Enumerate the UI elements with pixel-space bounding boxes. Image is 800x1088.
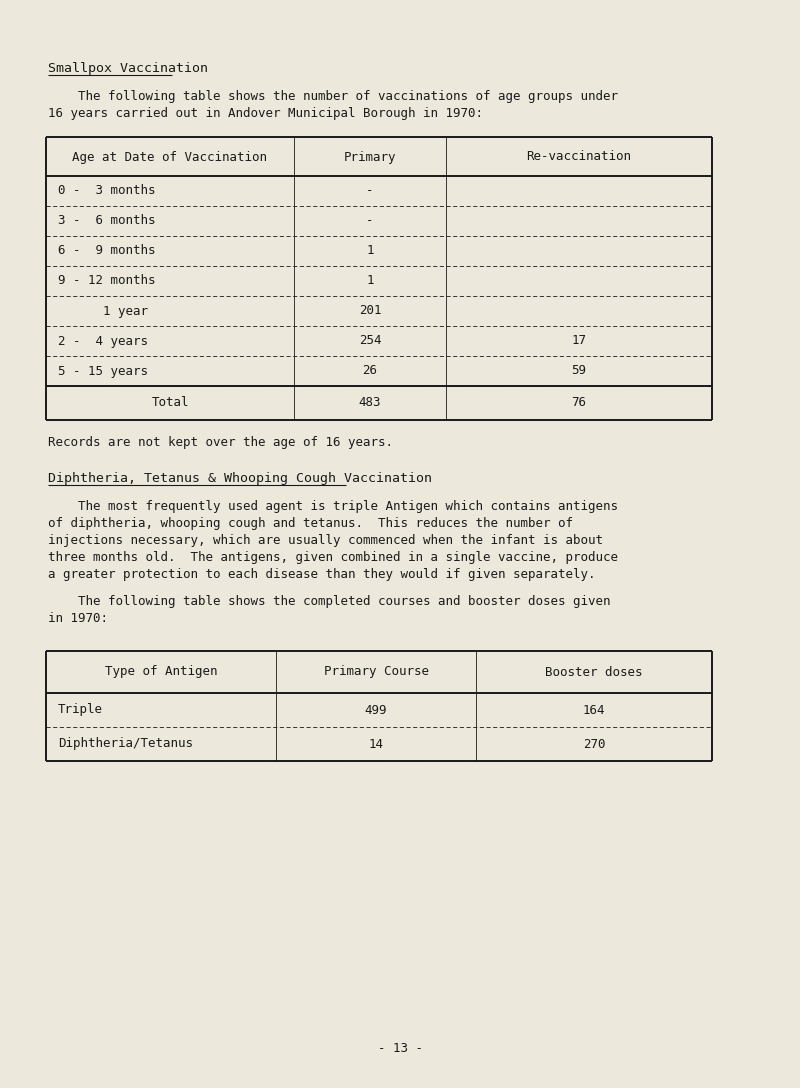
Text: Smallpox Vaccination: Smallpox Vaccination	[48, 62, 208, 75]
Text: 1: 1	[366, 274, 374, 287]
Text: Total: Total	[151, 396, 189, 409]
Text: 5 - 15 years: 5 - 15 years	[58, 364, 148, 378]
Text: a greater protection to each disease than they would if given separately.: a greater protection to each disease tha…	[48, 568, 595, 581]
Text: of diphtheria, whooping cough and tetanus.  This reduces the number of: of diphtheria, whooping cough and tetanu…	[48, 517, 573, 530]
Text: 26: 26	[362, 364, 378, 378]
Text: 270: 270	[582, 738, 606, 751]
Text: The following table shows the number of vaccinations of age groups under: The following table shows the number of …	[48, 90, 618, 103]
Text: Type of Antigen: Type of Antigen	[105, 666, 218, 679]
Text: 3 -  6 months: 3 - 6 months	[58, 214, 155, 227]
Text: The most frequently used agent is triple Antigen which contains antigens: The most frequently used agent is triple…	[48, 500, 618, 514]
Text: 254: 254	[358, 334, 382, 347]
Text: 201: 201	[358, 305, 382, 318]
Text: Booster doses: Booster doses	[546, 666, 642, 679]
Text: Triple: Triple	[58, 704, 103, 717]
Text: -: -	[366, 185, 374, 198]
Text: 164: 164	[582, 704, 606, 717]
Text: - 13 -: - 13 -	[378, 1041, 422, 1054]
Text: 17: 17	[571, 334, 586, 347]
Text: Diphtheria, Tetanus & Whooping Cough Vaccination: Diphtheria, Tetanus & Whooping Cough Vac…	[48, 472, 432, 485]
Text: injections necessary, which are usually commenced when the infant is about: injections necessary, which are usually …	[48, 534, 603, 547]
Text: 16 years carried out in Andover Municipal Borough in 1970:: 16 years carried out in Andover Municipa…	[48, 107, 483, 120]
Text: Diphtheria/Tetanus: Diphtheria/Tetanus	[58, 738, 193, 751]
Text: Records are not kept over the age of 16 years.: Records are not kept over the age of 16 …	[48, 436, 393, 449]
Text: 483: 483	[358, 396, 382, 409]
Text: Re-vaccination: Re-vaccination	[526, 150, 631, 163]
Text: in 1970:: in 1970:	[48, 611, 108, 625]
Text: 59: 59	[571, 364, 586, 378]
Text: 14: 14	[369, 738, 383, 751]
Text: Primary: Primary	[344, 150, 396, 163]
Text: 9 - 12 months: 9 - 12 months	[58, 274, 155, 287]
Text: Primary Course: Primary Course	[323, 666, 429, 679]
Text: 0 -  3 months: 0 - 3 months	[58, 185, 155, 198]
Text: 6 -  9 months: 6 - 9 months	[58, 245, 155, 258]
Text: 1: 1	[366, 245, 374, 258]
Text: 76: 76	[571, 396, 586, 409]
Text: -: -	[366, 214, 374, 227]
Text: Age at Date of Vaccination: Age at Date of Vaccination	[73, 150, 267, 163]
Text: 2 -  4 years: 2 - 4 years	[58, 334, 148, 347]
Text: The following table shows the completed courses and booster doses given: The following table shows the completed …	[48, 595, 610, 608]
Text: 499: 499	[365, 704, 387, 717]
Text: 1 year: 1 year	[58, 305, 148, 318]
Text: three months old.  The antigens, given combined in a single vaccine, produce: three months old. The antigens, given co…	[48, 551, 618, 564]
